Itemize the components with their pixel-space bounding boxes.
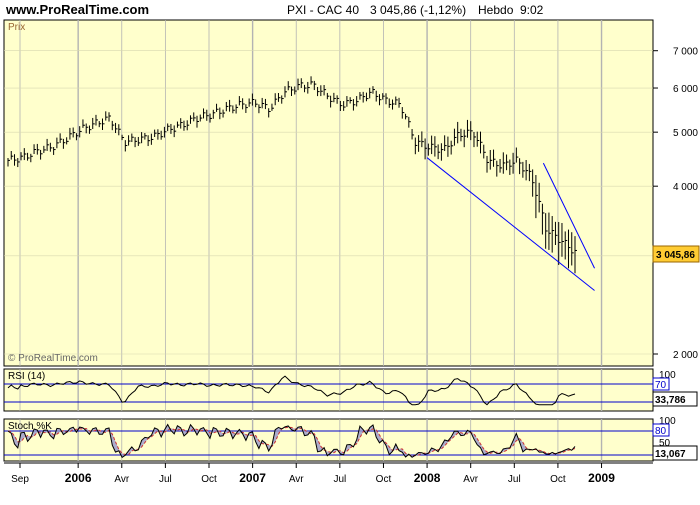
last-price-label: 3 045,86 xyxy=(656,250,695,261)
rsi-tick-100: 100 xyxy=(659,370,676,381)
y-tick-label: 2 000 xyxy=(673,350,698,361)
rsi-value-label: 33,786 xyxy=(655,395,686,406)
last-price-badge-bg xyxy=(652,245,700,263)
rsi-label: RSI (14) xyxy=(8,371,45,382)
last-price-badge: 3 045,86 xyxy=(652,245,700,263)
stochastic-panel: Stoch %K 100 50 80 13,067 xyxy=(3,416,698,462)
rsi-line xyxy=(7,375,576,406)
x-tick-label: Jul xyxy=(159,474,172,485)
stoch-signal-line xyxy=(7,426,576,457)
quote-value: 3 045,86 (-1,12%) xyxy=(370,3,466,17)
stoch-tick-100: 100 xyxy=(659,416,676,427)
stoch-tick-50: 50 xyxy=(659,438,671,449)
rsi-panel: RSI (14) 100 70 33,786 xyxy=(3,368,698,412)
stoch-value-label: 13,067 xyxy=(655,449,686,460)
rsi-panel-bg xyxy=(3,368,654,412)
time-label: 9:02 xyxy=(520,3,544,17)
rsi-value-badge xyxy=(652,391,698,407)
y-tick-label: 6 000 xyxy=(673,84,698,95)
x-tick-label: 2006 xyxy=(65,471,92,485)
stoch-label: Stoch %K xyxy=(8,421,52,432)
x-tick-label: 2008 xyxy=(414,471,441,485)
period-label: Hebdo xyxy=(478,3,514,17)
x-tick-label: Jul xyxy=(508,474,521,485)
stoch-k-line xyxy=(7,423,576,459)
watermark: © ProRealTime.com xyxy=(8,353,98,364)
trendline xyxy=(426,157,595,291)
y-axis-ticks: 7 000 6 000 5 000 4 000 2 000 xyxy=(653,47,698,361)
x-tick-label: 2007 xyxy=(239,471,266,485)
stoch-value-badge xyxy=(652,445,698,461)
y-tick-label: 4 000 xyxy=(673,182,698,193)
x-tick-label: Sep xyxy=(11,474,29,485)
instrument-name: PXI - CAC 40 xyxy=(287,3,359,17)
x-tick-label: 2009 xyxy=(588,471,615,485)
x-tick-label: Oct xyxy=(376,474,392,485)
price-panel-bg xyxy=(3,19,654,367)
x-axis: Sep 2006 Avr Jul Oct 2007 Avr Jul Oct 2008 Avr Jul O… xyxy=(4,462,653,485)
x-tick-label: Jul xyxy=(333,474,346,485)
rsi-level-badge xyxy=(652,377,670,391)
y-tick-label: 7 000 xyxy=(673,47,698,58)
trendlines xyxy=(426,157,595,291)
x-tick-label: Avr xyxy=(463,474,478,485)
site-title: www.ProRealTime.com xyxy=(5,2,149,17)
header: www.ProRealTime.com PXI - CAC 40 3 045,8… xyxy=(5,2,544,17)
trendline xyxy=(542,162,595,269)
rsi-vertical-grid xyxy=(19,369,603,411)
y-tick-label: 5 000 xyxy=(673,128,698,139)
vertical-grid xyxy=(19,20,603,366)
stoch-level-label: 80 xyxy=(655,426,667,437)
panel-label-prix: Prix xyxy=(8,22,25,33)
x-tick-label: Avr xyxy=(114,474,129,485)
price-bars xyxy=(7,76,577,274)
x-tick-label: Avr xyxy=(289,474,304,485)
x-tick-label: Oct xyxy=(550,474,566,485)
rsi-level-label: 70 xyxy=(655,380,667,391)
price-panel: Prix © ProRealTime.com 7 000 6 000 5 000 4 … xyxy=(3,19,700,367)
stoch-level-badge xyxy=(652,423,670,437)
horizontal-grid xyxy=(4,50,653,355)
x-tick-label: Oct xyxy=(201,474,217,485)
